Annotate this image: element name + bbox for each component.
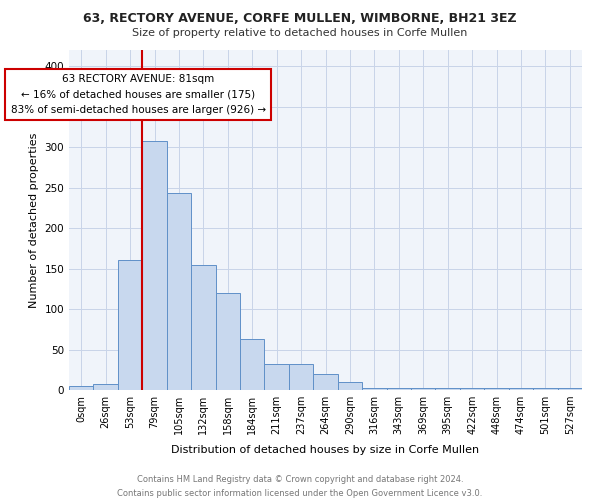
Bar [460,388,484,390]
Bar [411,388,436,390]
Bar [265,364,289,390]
Y-axis label: Number of detached properties: Number of detached properties [29,132,39,308]
Text: Size of property relative to detached houses in Corfe Mullen: Size of property relative to detached ho… [133,28,467,38]
Bar [118,260,142,390]
Bar [557,388,582,390]
Bar [533,388,557,390]
Bar [289,364,313,390]
Text: 63 RECTORY AVENUE: 81sqm
← 16% of detached houses are smaller (175)
83% of semi-: 63 RECTORY AVENUE: 81sqm ← 16% of detach… [11,74,266,115]
Bar [240,339,265,390]
Bar [313,374,338,390]
Text: Contains HM Land Registry data © Crown copyright and database right 2024.
Contai: Contains HM Land Registry data © Crown c… [118,476,482,498]
Bar [94,384,118,390]
Bar [386,388,411,390]
Bar [191,264,215,390]
Bar [362,388,386,390]
Bar [436,388,460,390]
Bar [338,382,362,390]
Bar [484,388,509,390]
Bar [215,293,240,390]
X-axis label: Distribution of detached houses by size in Corfe Mullen: Distribution of detached houses by size … [172,446,479,456]
Bar [69,386,94,390]
Bar [509,388,533,390]
Bar [167,194,191,390]
Text: 63, RECTORY AVENUE, CORFE MULLEN, WIMBORNE, BH21 3EZ: 63, RECTORY AVENUE, CORFE MULLEN, WIMBOR… [83,12,517,26]
Bar [142,142,167,390]
